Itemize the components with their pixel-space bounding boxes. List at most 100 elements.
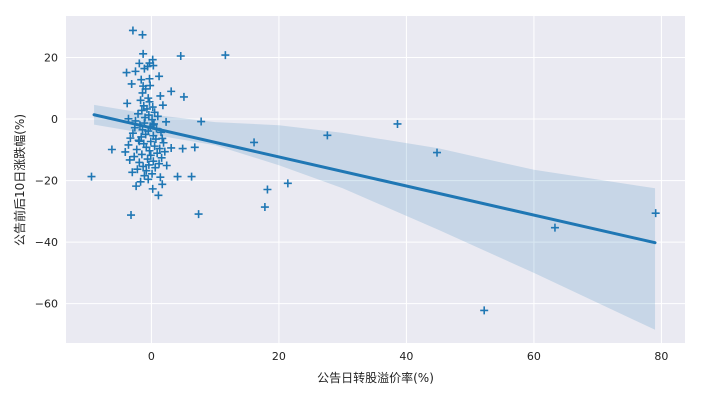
scatter-point — [122, 68, 131, 77]
scatter-point — [134, 109, 143, 118]
scatter-point — [156, 91, 165, 100]
scatter-point — [187, 172, 196, 181]
scatter-point — [433, 148, 442, 157]
scatter-point — [156, 173, 165, 182]
scatter-point — [142, 104, 151, 113]
scatter-point — [126, 134, 135, 143]
x-tick-label: 40 — [399, 350, 413, 363]
scatter-point — [127, 211, 136, 220]
scatter-point — [128, 129, 137, 138]
scatter-point — [135, 158, 144, 167]
scatter-point — [135, 137, 144, 146]
scatter-point — [133, 165, 142, 174]
scatter-point — [148, 184, 157, 193]
scatter-point — [141, 130, 150, 139]
scatter-point — [179, 92, 188, 101]
scatter-point — [132, 145, 141, 154]
scatter-point — [121, 147, 130, 156]
scatter-point — [140, 171, 149, 180]
scatter-point — [162, 161, 171, 170]
grid-lines — [66, 16, 685, 343]
scatter-point — [144, 94, 153, 103]
x-tick-label: 80 — [654, 350, 668, 363]
scatter-point — [138, 30, 147, 39]
y-axis-label: 公告前后10日涨跌幅(%) — [12, 114, 27, 246]
scatter-point — [136, 96, 145, 105]
scatter-point — [137, 75, 146, 84]
scatter-point — [150, 142, 159, 151]
scatter-point — [480, 306, 489, 315]
scatter-point — [260, 203, 269, 212]
scatter-point — [250, 138, 259, 147]
scatter-point — [283, 179, 292, 188]
scatter-point — [154, 191, 163, 200]
scatter-point — [140, 64, 149, 73]
scatter-point — [132, 182, 141, 191]
scatter-point — [136, 177, 145, 186]
scatter-point — [135, 59, 144, 68]
y-tick-label: −60 — [35, 298, 58, 311]
scatter-point — [159, 138, 168, 147]
scatter-point — [167, 143, 176, 152]
scatter-point — [143, 155, 152, 164]
scatter-point — [197, 117, 206, 126]
scatter-point — [87, 172, 96, 181]
scatter-point — [142, 166, 151, 175]
scatter-point — [162, 117, 171, 126]
scatter-point — [263, 185, 272, 194]
scatter-point — [131, 67, 140, 76]
scatter-point — [130, 152, 139, 161]
scatter-point — [149, 157, 158, 166]
scatter-point — [137, 150, 146, 159]
scatter-point — [158, 101, 167, 110]
scatter-point — [173, 172, 182, 181]
y-tick-label: −40 — [35, 236, 58, 249]
scatter-point — [221, 51, 230, 60]
y-tick-labels: 20 0 −20 −40 −60 — [35, 52, 58, 311]
scatter-point — [194, 210, 203, 219]
scatter-point — [157, 153, 166, 162]
scatter-point — [148, 115, 157, 124]
x-tick-label: 0 — [148, 350, 155, 363]
scatter-point — [153, 112, 162, 121]
scatter-point — [550, 223, 559, 232]
scatter-point — [123, 99, 132, 108]
scatter-point — [128, 26, 137, 35]
scatter-point — [178, 144, 187, 153]
scatter-point — [155, 144, 164, 153]
scatter-points — [87, 26, 660, 315]
scatter-point — [160, 147, 169, 156]
scatter-point — [125, 155, 134, 164]
scatter-point — [323, 131, 332, 140]
scatter-point — [138, 88, 147, 97]
scatter-point — [167, 87, 176, 96]
scatter-point — [151, 163, 160, 172]
y-tick-label: −20 — [35, 175, 58, 188]
scatter-point — [124, 140, 133, 149]
scatter-point — [153, 149, 162, 158]
scatter-point — [176, 51, 185, 60]
scatter-point — [145, 97, 154, 106]
scatter-point — [149, 61, 158, 70]
x-tick-label: 60 — [527, 350, 541, 363]
x-tick-label: 20 — [272, 350, 286, 363]
scatter-point — [128, 168, 137, 177]
scatter-point — [651, 209, 660, 218]
scatter-point — [145, 146, 154, 155]
scatter-point — [145, 74, 154, 83]
scatter-point — [127, 79, 136, 88]
scatter-point — [139, 162, 148, 171]
scatter-point — [158, 180, 167, 189]
y-tick-label: 20 — [44, 52, 58, 65]
scatter-point — [146, 81, 155, 90]
regression-line — [92, 113, 657, 245]
x-axis-label: 公告日转股溢价率(%) — [317, 370, 434, 385]
x-tick-labels: 0 20 40 60 80 — [148, 350, 668, 363]
scatter-point — [139, 49, 148, 58]
scatter-point — [190, 143, 199, 152]
scatter-point — [146, 137, 155, 146]
scatter-point — [144, 160, 153, 169]
y-tick-label: 0 — [51, 113, 58, 126]
scatter-point — [155, 72, 164, 81]
